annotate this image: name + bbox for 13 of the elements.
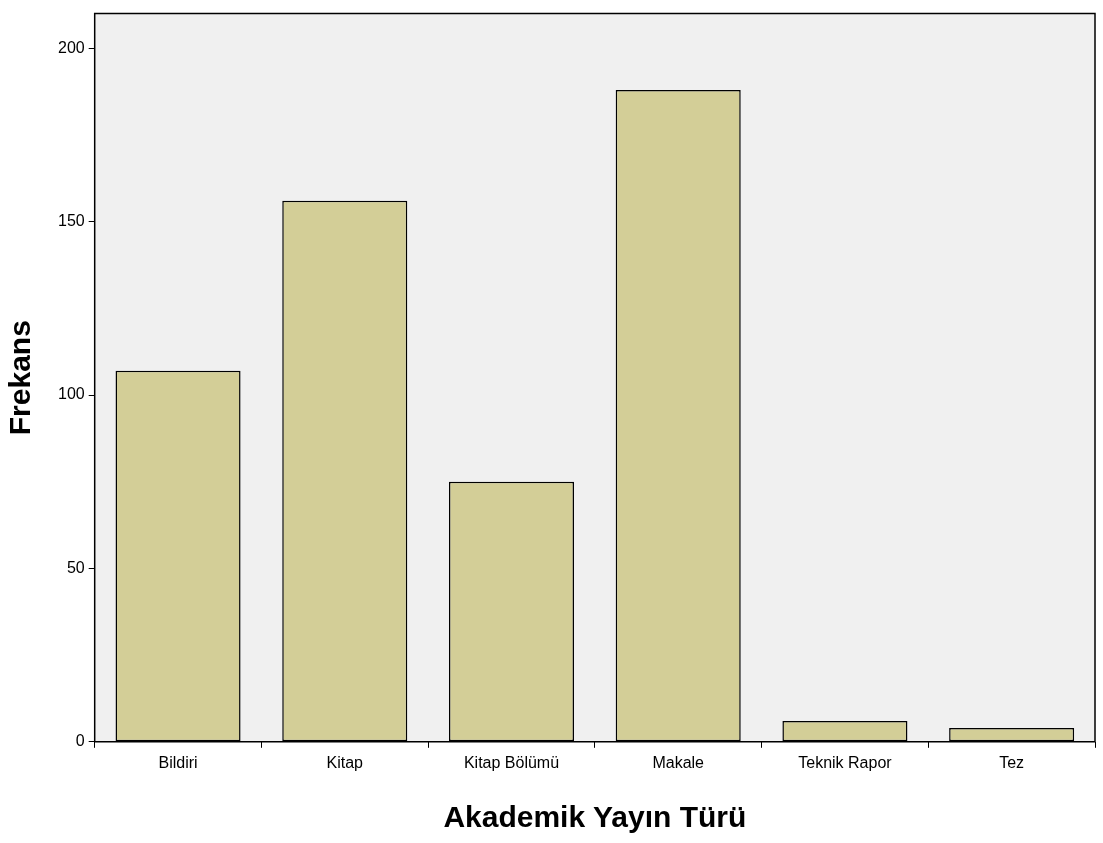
x-axis-title: Akademik Yayın Türü — [443, 800, 747, 834]
y-tick-label: 100 — [57, 385, 85, 403]
x-tick-label: Bildiri — [158, 753, 198, 771]
x-tick-label: Makale — [652, 753, 705, 771]
y-tick-label: 0 — [75, 732, 85, 750]
x-tick-label: Kitap — [326, 753, 364, 771]
y-tick-label: 200 — [57, 38, 85, 56]
y-tick-label: 50 — [66, 558, 85, 576]
y-axis-title: Frekans — [3, 320, 37, 436]
y-tick-label: 150 — [57, 212, 85, 230]
x-tick-label: Tez — [999, 753, 1025, 771]
x-tick-label: Kitap Bölümü — [463, 753, 560, 771]
x-tick-label: Teknik Rapor — [798, 753, 893, 771]
